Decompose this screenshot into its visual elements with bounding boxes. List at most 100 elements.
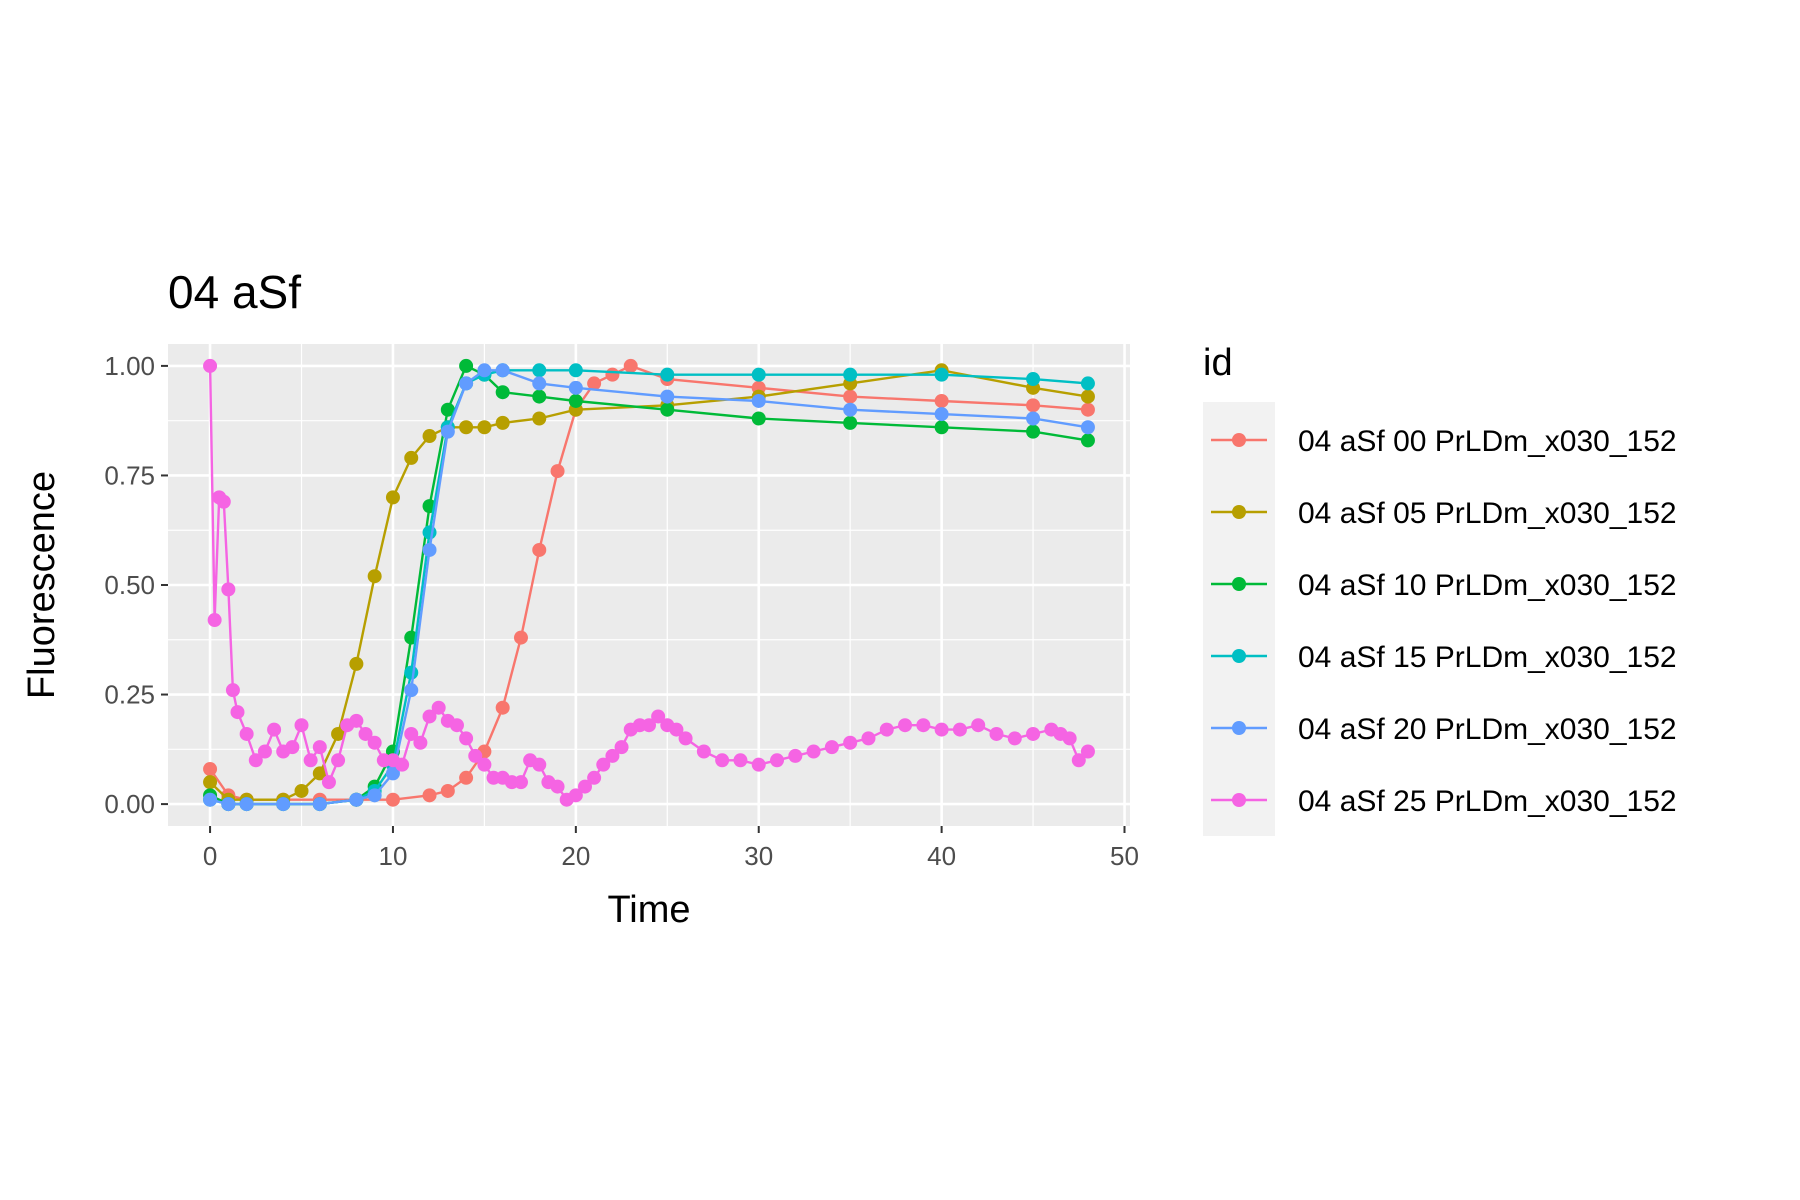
y-tick-label: 1.00 <box>104 351 155 381</box>
data-point <box>577 779 592 794</box>
data-point <box>203 358 218 373</box>
legend-title: id <box>1203 342 1233 384</box>
legend-item: 04 aSf 00 PrLDm_x030_152 <box>1211 425 1677 458</box>
data-point <box>331 726 346 741</box>
data-point <box>843 735 858 750</box>
data-point <box>879 722 894 737</box>
data-point <box>861 731 876 746</box>
data-point <box>404 450 419 465</box>
data-point <box>513 630 528 645</box>
data-point <box>495 415 510 430</box>
data-point <box>532 542 547 557</box>
x-tick-label: 0 <box>203 841 217 871</box>
data-point <box>216 494 231 509</box>
data-point <box>422 429 437 444</box>
data-point <box>934 393 949 408</box>
data-point <box>513 775 528 790</box>
data-point <box>568 380 583 395</box>
data-point <box>751 393 766 408</box>
data-point <box>230 705 245 720</box>
chart-title: 04 aSf <box>168 266 301 318</box>
data-point <box>404 726 419 741</box>
data-point <box>788 748 803 763</box>
data-point <box>770 753 785 768</box>
data-point <box>1080 744 1095 759</box>
legend-item: 04 aSf 25 PrLDm_x030_152 <box>1211 785 1677 818</box>
data-point <box>934 367 949 382</box>
data-point <box>459 376 474 391</box>
legend-key-point <box>1232 649 1246 663</box>
data-point <box>285 740 300 755</box>
data-point <box>477 363 492 378</box>
data-point <box>459 358 474 373</box>
data-point <box>605 367 620 382</box>
data-point <box>934 420 949 435</box>
data-point <box>477 420 492 435</box>
data-point <box>843 415 858 430</box>
data-point <box>404 665 419 680</box>
legend-key-point <box>1232 577 1246 591</box>
series-layer <box>203 358 1095 812</box>
data-point <box>225 683 240 698</box>
data-point <box>660 367 675 382</box>
series-line <box>209 369 1089 806</box>
x-tick-label: 30 <box>744 841 773 871</box>
data-point <box>239 797 254 812</box>
x-tick-label: 40 <box>927 841 956 871</box>
data-point <box>267 722 282 737</box>
data-point <box>1062 731 1077 746</box>
data-point <box>331 753 346 768</box>
data-point <box>843 389 858 404</box>
data-point <box>843 402 858 417</box>
data-point <box>1026 424 1041 439</box>
data-point <box>367 569 382 584</box>
x-axis: 0 10 20 30 40 50 <box>203 826 1139 871</box>
data-point <box>276 797 291 812</box>
legend-key-background <box>1203 402 1275 836</box>
data-point <box>440 783 455 798</box>
x-tick-label: 20 <box>561 841 590 871</box>
legend-label: 04 aSf 10 PrLDm_x030_152 <box>1298 569 1677 602</box>
y-axis: 0.00 0.25 0.50 0.75 1.00 <box>104 351 168 819</box>
legend-key-point <box>1232 505 1246 519</box>
data-point <box>678 731 693 746</box>
data-point <box>294 783 309 798</box>
legend-key-point <box>1232 433 1246 447</box>
data-point <box>349 713 364 728</box>
data-point <box>733 753 748 768</box>
data-point <box>395 757 410 772</box>
data-point <box>751 367 766 382</box>
data-point <box>449 718 464 733</box>
data-point <box>312 797 327 812</box>
x-axis-title: Time <box>607 889 690 931</box>
data-point <box>1080 389 1095 404</box>
data-point <box>349 656 364 671</box>
data-point <box>623 358 638 373</box>
y-axis-title: Fluorescence <box>21 471 63 699</box>
data-point <box>989 726 1004 741</box>
data-point <box>605 748 620 763</box>
data-point <box>422 542 437 557</box>
data-point <box>207 613 222 628</box>
data-point <box>404 683 419 698</box>
data-point <box>568 393 583 408</box>
data-point <box>532 757 547 772</box>
data-point <box>312 766 327 781</box>
data-point <box>385 766 400 781</box>
data-point <box>495 385 510 400</box>
data-point <box>431 700 446 715</box>
data-point <box>203 792 218 807</box>
data-point <box>532 363 547 378</box>
data-point <box>422 525 437 540</box>
data-point <box>696 744 711 759</box>
data-point <box>934 407 949 422</box>
legend-label: 04 aSf 25 PrLDm_x030_152 <box>1298 785 1677 818</box>
data-point <box>806 744 821 759</box>
data-point <box>824 740 839 755</box>
data-point <box>385 490 400 505</box>
data-point <box>660 389 675 404</box>
data-point <box>751 411 766 426</box>
data-point <box>1080 420 1095 435</box>
data-point <box>898 718 913 733</box>
